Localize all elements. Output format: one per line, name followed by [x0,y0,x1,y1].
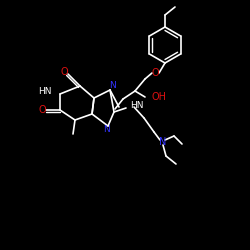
Text: O: O [38,105,46,115]
Text: O: O [60,67,68,77]
Text: N: N [159,137,167,147]
Text: O: O [151,68,159,78]
Text: HN: HN [38,88,52,96]
Text: OH: OH [151,92,166,102]
Text: N: N [108,82,116,90]
Text: N: N [103,126,110,134]
Text: HN: HN [130,102,143,110]
